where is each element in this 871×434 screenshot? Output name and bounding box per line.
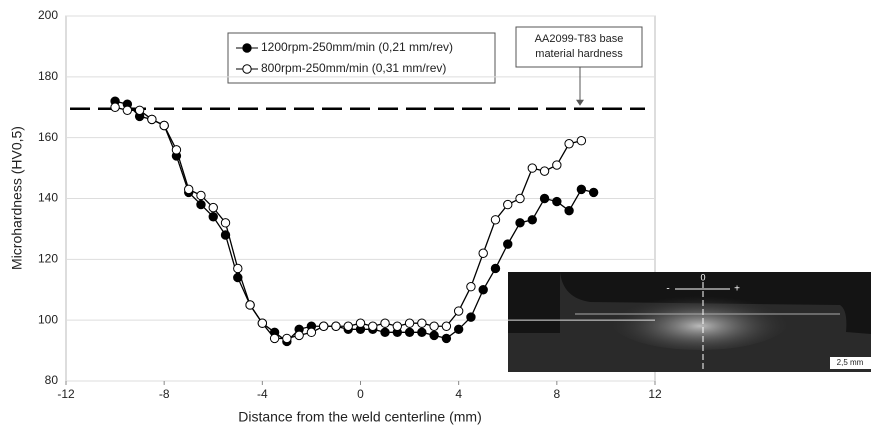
marker (282, 333, 292, 344)
inset-label: - (666, 284, 669, 295)
marker (380, 327, 390, 338)
marker (257, 318, 268, 328)
marker (196, 199, 206, 210)
inset-label: + (734, 284, 740, 295)
x-tick-label: 4 (455, 387, 462, 401)
reference-label: material hardness (535, 48, 623, 60)
marker (478, 248, 488, 258)
inset-label: 0 (700, 272, 705, 282)
marker (184, 184, 194, 195)
marker (503, 239, 513, 249)
series-line (114, 100, 594, 343)
marker (503, 199, 513, 210)
marker (404, 318, 415, 328)
marker (478, 285, 488, 295)
marker (539, 193, 550, 204)
x-axis-label: Distance from the weld centerline (mm) (238, 409, 482, 425)
marker (159, 120, 169, 131)
marker (564, 139, 574, 149)
annotation-arrowhead (576, 99, 584, 106)
inset-image (508, 272, 871, 372)
marker (220, 218, 231, 228)
marker (564, 205, 574, 216)
marker (466, 282, 476, 292)
marker (527, 215, 537, 225)
inset-scale: 2,5 mm (837, 358, 864, 367)
marker (441, 333, 452, 344)
marker (429, 330, 439, 341)
marker (552, 160, 562, 170)
marker (306, 327, 317, 338)
marker (245, 300, 255, 310)
y-tick-label: 160 (38, 130, 58, 144)
legend (227, 32, 496, 84)
weld-zone (610, 290, 790, 350)
x-tick-label: -12 (57, 387, 75, 401)
y-axis-label: Microhardness (HV0,5) (9, 126, 25, 270)
marker (453, 324, 464, 334)
marker (368, 321, 378, 331)
scale-box (830, 357, 871, 369)
marker (343, 321, 353, 331)
marker (318, 321, 329, 331)
legend-label: 800rpm-250mm/min (0,31 mm/rev) (261, 61, 446, 75)
marker (490, 215, 501, 225)
marker (331, 321, 341, 331)
marker (576, 136, 587, 146)
legend-marker (242, 64, 252, 74)
marker (490, 263, 501, 274)
marker (453, 306, 464, 316)
reference-label: AA2099-T83 base (535, 33, 624, 45)
y-tick-label: 80 (45, 373, 59, 387)
x-tick-label: -8 (159, 387, 170, 401)
marker (429, 321, 439, 331)
marker (380, 318, 390, 328)
marker (392, 321, 403, 331)
x-tick-label: 12 (648, 387, 662, 401)
marker (441, 321, 452, 331)
y-tick-label: 140 (38, 191, 58, 205)
marker (417, 327, 427, 338)
marker (294, 330, 304, 341)
x-tick-label: 8 (553, 387, 560, 401)
marker (466, 312, 476, 322)
marker (196, 190, 206, 201)
annotation-box (515, 26, 643, 68)
marker (208, 212, 218, 222)
y-tick-label: 180 (38, 69, 58, 83)
marker (404, 327, 415, 338)
marker (355, 318, 366, 328)
marker (147, 114, 157, 125)
marker (269, 333, 280, 344)
marker (515, 193, 525, 204)
marker (576, 184, 587, 195)
marker (233, 263, 243, 274)
marker (539, 166, 550, 176)
marker (515, 218, 525, 228)
marker (552, 196, 562, 207)
y-tick-label: 100 (38, 312, 58, 326)
marker (134, 105, 145, 115)
y-tick-label: 200 (38, 8, 58, 22)
marker (122, 105, 133, 115)
legend-label: 1200rpm-250mm/min (0,21 mm/rev) (261, 40, 453, 54)
marker (417, 318, 427, 328)
y-tick-label: 120 (38, 252, 58, 266)
legend-marker (242, 43, 252, 53)
marker (171, 145, 182, 155)
x-tick-label: -4 (257, 387, 268, 401)
marker (588, 187, 599, 198)
x-tick-label: 0 (357, 387, 364, 401)
marker (208, 202, 218, 213)
marker (110, 102, 120, 112)
marker (527, 163, 537, 173)
